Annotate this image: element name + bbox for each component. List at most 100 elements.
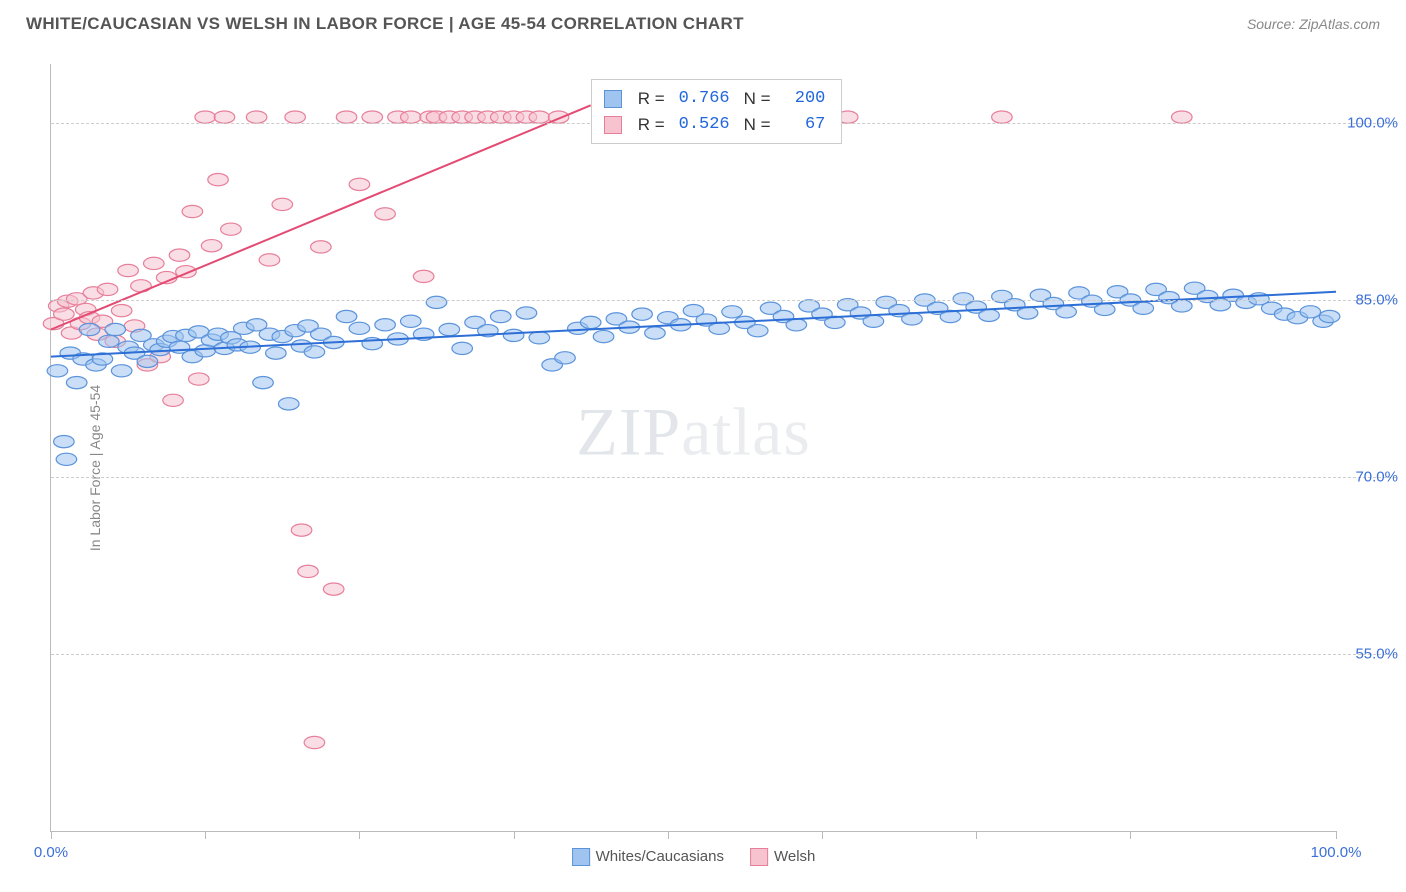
data-point-white (632, 308, 653, 320)
x-tick (359, 831, 360, 839)
stats-swatch (604, 116, 622, 134)
data-point-white (722, 306, 743, 318)
legend-label: Whites/Caucasians (596, 848, 724, 865)
data-point-welsh (246, 111, 267, 123)
data-point-welsh (375, 208, 396, 220)
x-tick (205, 831, 206, 839)
data-point-welsh (272, 198, 293, 210)
data-point-white (786, 319, 807, 331)
stats-box: R = 0.766 N = 200R =0.526N = 67 (591, 79, 843, 144)
data-point-white (593, 330, 614, 342)
data-point-welsh (401, 111, 422, 123)
stats-n-label: N = (744, 112, 771, 138)
data-point-white (529, 332, 550, 344)
gridline (51, 477, 1396, 478)
x-tick (1130, 831, 1131, 839)
data-point-white (47, 365, 68, 377)
data-point-welsh (111, 304, 132, 316)
chart-header: WHITE/CAUCASIAN VS WELSH IN LABOR FORCE … (0, 0, 1406, 44)
data-point-white (111, 365, 132, 377)
data-point-welsh (259, 254, 280, 266)
data-point-white (902, 313, 923, 325)
stats-row-welsh: R =0.526N = 67 (604, 112, 830, 138)
data-point-welsh (291, 524, 312, 536)
x-tick-label: 0.0% (34, 844, 68, 861)
data-point-white (1017, 307, 1038, 319)
data-point-welsh (362, 111, 383, 123)
data-point-white (747, 325, 768, 337)
stats-n-value: 200 (781, 86, 830, 112)
stats-n-value: 67 (781, 112, 830, 138)
trend-line-welsh (51, 105, 591, 329)
data-point-white (1056, 306, 1077, 318)
data-point-welsh (195, 111, 216, 123)
data-point-white (979, 309, 1000, 321)
data-point-welsh (413, 270, 434, 282)
data-point-welsh (163, 394, 184, 406)
data-point-welsh (336, 111, 357, 123)
data-point-welsh (323, 583, 344, 595)
stats-r-label: R = (638, 86, 665, 112)
data-point-welsh (529, 111, 550, 123)
data-point-white (336, 310, 357, 322)
x-tick (514, 831, 515, 839)
data-point-white (863, 315, 884, 327)
data-point-white (1172, 300, 1193, 312)
legend-swatch (750, 848, 768, 866)
stats-r-value: 0.766 (675, 86, 734, 112)
data-point-white (99, 335, 120, 347)
stats-row-white: R =0.766N = 200 (604, 86, 830, 112)
data-point-white (452, 342, 473, 354)
x-tick (1336, 831, 1337, 839)
data-point-white (555, 352, 576, 364)
data-point-welsh (188, 373, 209, 385)
data-point-white (66, 376, 87, 388)
gridline (51, 300, 1396, 301)
data-point-white (516, 307, 537, 319)
gridline (51, 654, 1396, 655)
data-point-white (1133, 302, 1154, 314)
data-point-welsh (54, 308, 75, 320)
data-point-welsh (97, 283, 118, 295)
data-point-white (56, 453, 77, 465)
y-tick-label: 70.0% (1342, 469, 1398, 486)
y-tick-label: 85.0% (1342, 292, 1398, 309)
data-point-welsh (992, 111, 1013, 123)
data-point-white (645, 327, 666, 339)
stats-r-label: R = (638, 112, 665, 138)
data-point-welsh (349, 178, 370, 190)
stats-swatch (604, 90, 622, 108)
data-point-welsh (201, 240, 222, 252)
data-point-white (375, 319, 396, 331)
data-point-white (253, 376, 274, 388)
data-point-welsh (182, 205, 203, 217)
data-point-welsh (144, 257, 165, 269)
x-tick-label: 100.0% (1311, 844, 1362, 861)
data-point-white (490, 310, 511, 322)
plot-region: ZIPatlas 55.0%70.0%85.0%100.0%0.0%100.0%… (50, 64, 1336, 832)
y-tick-label: 100.0% (1342, 115, 1398, 132)
data-point-white (54, 435, 75, 447)
data-point-welsh (214, 111, 235, 123)
data-point-white (401, 315, 422, 327)
legend-item-white: Whites/Caucasians (572, 848, 724, 866)
data-point-white (1094, 303, 1115, 315)
data-point-welsh (304, 736, 325, 748)
chart-area: In Labor Force | Age 45-54 ZIPatlas 55.0… (0, 44, 1406, 892)
data-point-white (79, 323, 100, 335)
plot-svg (51, 64, 1336, 831)
data-point-white (1319, 310, 1340, 322)
data-point-welsh (221, 223, 242, 235)
data-point-welsh (118, 264, 139, 276)
data-point-welsh (208, 174, 229, 186)
data-point-white (503, 329, 524, 341)
x-tick (668, 831, 669, 839)
chart-title: WHITE/CAUCASIAN VS WELSH IN LABOR FORCE … (26, 14, 744, 34)
data-point-welsh (1172, 111, 1193, 123)
data-point-welsh (169, 249, 190, 261)
legend-swatch (572, 848, 590, 866)
x-tick (822, 831, 823, 839)
data-point-white (278, 398, 299, 410)
data-point-white (580, 316, 601, 328)
data-point-welsh (311, 241, 332, 253)
